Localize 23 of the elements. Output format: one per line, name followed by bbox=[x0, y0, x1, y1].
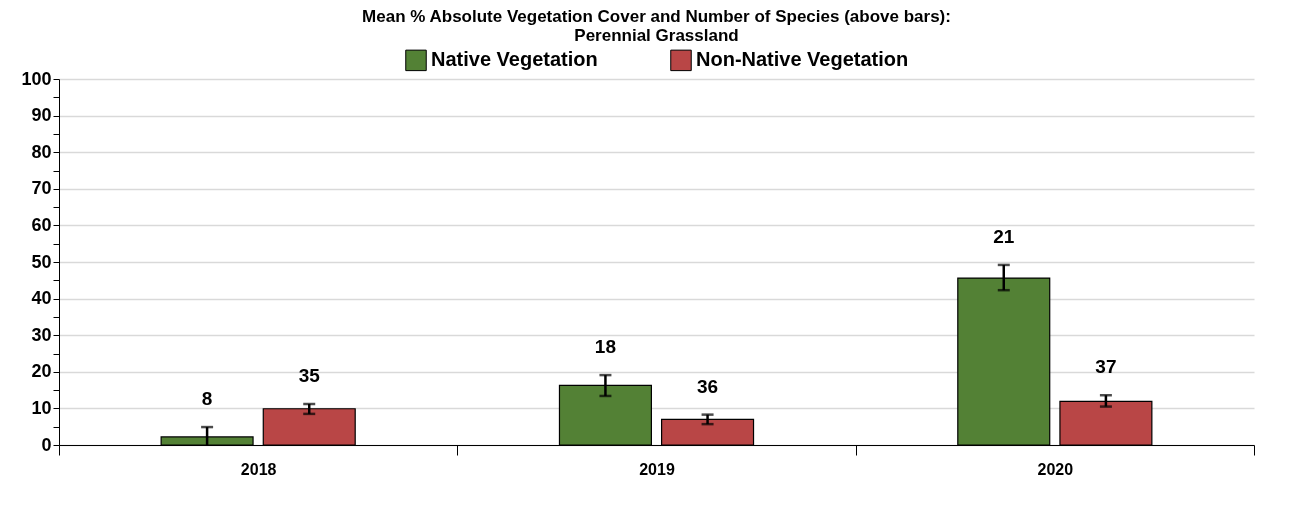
annotation: 36 bbox=[697, 375, 719, 397]
y-tick-label: 40 bbox=[31, 288, 52, 309]
x-tick-label: 2020 bbox=[1037, 460, 1074, 478]
y-tick-label: 60 bbox=[31, 214, 52, 235]
chart-title: Mean % Absolute Vegetation Cover and Number of Species (above bars): Perennial Grassland bbox=[362, 7, 951, 45]
y-tick-label: 70 bbox=[31, 178, 52, 199]
x-tick-label: 2019 bbox=[639, 460, 675, 478]
annotation: 37 bbox=[1095, 356, 1117, 378]
y-tick-label: 50 bbox=[31, 251, 52, 272]
x-tick-label: 2018 bbox=[240, 460, 277, 478]
legend-label: Non-Native Vegetation bbox=[696, 48, 909, 71]
y-tick-label: 90 bbox=[31, 105, 52, 126]
y-tick-label: 100 bbox=[21, 68, 52, 89]
legend-label: Native Vegetation bbox=[431, 48, 598, 71]
y-tick-label: 10 bbox=[31, 397, 52, 418]
y-tick-label: 0 bbox=[41, 434, 52, 455]
annotation: 18 bbox=[594, 336, 616, 358]
y-tick-label: 80 bbox=[31, 141, 52, 162]
annotation: 8 bbox=[201, 388, 213, 410]
y-tick-label: 20 bbox=[31, 361, 52, 382]
annotation: 35 bbox=[298, 365, 321, 387]
y-tick-label: 30 bbox=[31, 324, 52, 345]
annotation: 21 bbox=[993, 225, 1015, 247]
